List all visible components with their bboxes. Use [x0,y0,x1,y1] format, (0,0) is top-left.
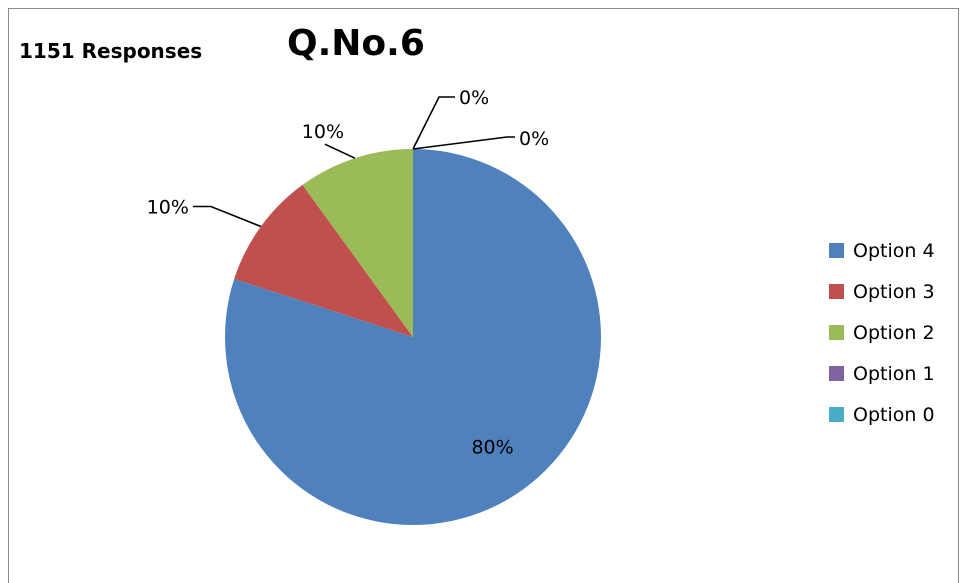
leader-option-0 [412,136,515,150]
legend-swatch [829,325,844,340]
legend-item-option-3: Option 3 [829,281,935,303]
legend-label: Option 4 [853,240,935,262]
legend-label: Option 0 [853,404,935,426]
legend-swatch [829,243,844,258]
legend-item-option-2: Option 2 [829,322,935,344]
data-label-option-0: 0% [519,128,549,150]
legend-label: Option 1 [853,363,935,385]
chart-title: Q.No.6 [287,23,425,64]
legend-item-option-4: Option 4 [829,240,935,262]
chart-area: 1151 Responses Q.No.6 80% 10% 10% 0% 0% Opti… [8,8,959,583]
legend-swatch [829,407,844,422]
leader-option-1 [412,96,455,150]
leader-option-2 [324,143,356,159]
legend: Option 4 Option 3 Option 2 Option 1 Option 0 [829,240,935,426]
legend-label: Option 2 [853,322,935,344]
responses-count: 1151 Responses [19,39,202,63]
leader-option-3 [192,205,262,228]
data-labels: 80% 10% 10% 0% 0% [147,87,549,459]
legend-swatch [829,366,844,381]
slice-option-4 [224,149,601,525]
data-label-option-4: 80% [471,437,513,459]
legend-item-option-0: Option 0 [829,404,935,426]
legend-item-option-1: Option 1 [829,363,935,385]
legend-swatch [829,284,844,299]
pie-slices [224,149,601,525]
data-label-option-1: 0% [459,87,489,109]
leader-lines [192,96,515,228]
slice-option-3 [234,184,413,337]
pie-chart: 1151 Responses Q.No.6 80% 10% 10% 0% 0% Opti… [19,23,935,525]
legend-label: Option 3 [853,281,935,303]
slice-option-2 [302,149,413,337]
data-label-option-3: 10% [147,196,189,218]
data-label-option-2: 10% [302,121,344,143]
